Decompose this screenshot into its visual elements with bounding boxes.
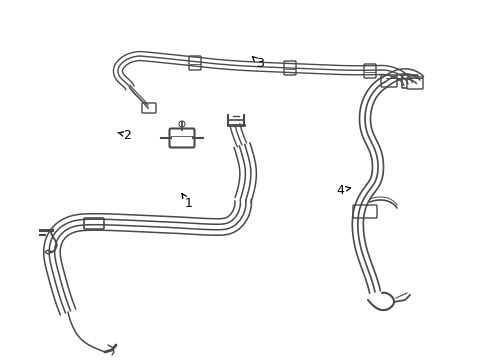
Circle shape [179,121,185,127]
FancyBboxPatch shape [381,75,397,87]
FancyBboxPatch shape [170,129,195,148]
FancyBboxPatch shape [407,77,423,89]
FancyBboxPatch shape [402,75,418,88]
FancyBboxPatch shape [353,205,377,218]
Text: 2: 2 [118,129,131,141]
Text: 3: 3 [252,57,264,69]
Text: 1: 1 [182,194,193,210]
FancyBboxPatch shape [364,64,376,78]
Text: 4: 4 [337,184,351,197]
FancyBboxPatch shape [142,103,156,113]
FancyBboxPatch shape [189,56,201,70]
FancyBboxPatch shape [284,61,296,75]
FancyBboxPatch shape [84,218,104,229]
